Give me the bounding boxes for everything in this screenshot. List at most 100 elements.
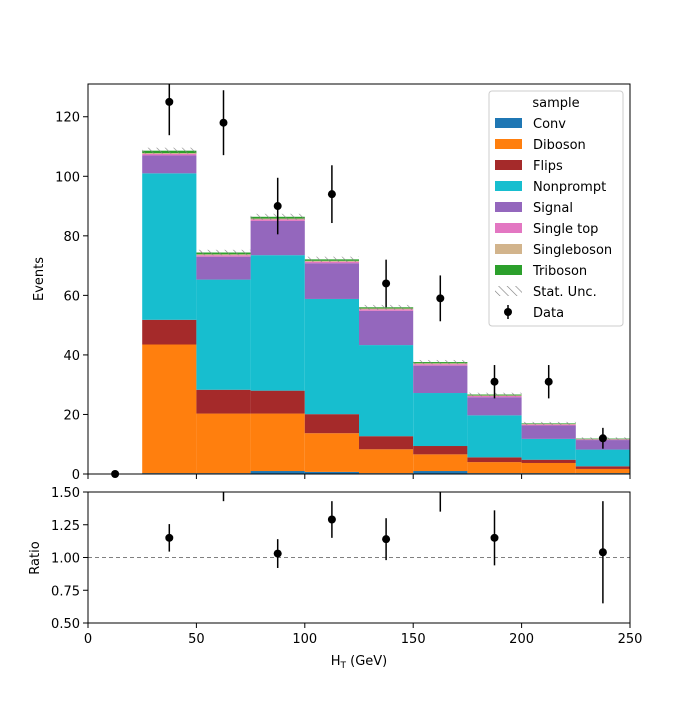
legend-swatch-singleboson bbox=[495, 244, 522, 254]
ratio-y-tick-label-0: 0.50 bbox=[51, 617, 80, 632]
y-tick-label-5: 100 bbox=[55, 170, 80, 185]
bar-single-top-bin-6 bbox=[413, 364, 467, 365]
x-tick-label-1: 50 bbox=[188, 632, 205, 647]
bar-nonprompt-bin-1 bbox=[142, 173, 196, 319]
legend-label-conv: Conv bbox=[533, 117, 566, 132]
data-point-2 bbox=[220, 119, 228, 127]
stat-unc-band-bin-2 bbox=[196, 250, 250, 255]
legend: sampleConvDibosonFlipsNonpromptSignalSin… bbox=[489, 91, 623, 326]
data-point-3 bbox=[274, 202, 282, 210]
x-axis-title: HT (GeV) bbox=[331, 654, 388, 671]
bar-signal-bin-5 bbox=[359, 311, 413, 345]
legend-label-signal: Signal bbox=[533, 201, 573, 216]
x-tick-label-0: 0 bbox=[84, 632, 92, 647]
legend-swatch-stat-unc bbox=[495, 286, 522, 296]
bar-nonprompt-bin-3 bbox=[251, 255, 305, 390]
legend-swatch-flips bbox=[495, 160, 522, 170]
bar-nonprompt-bin-4 bbox=[305, 299, 359, 414]
stat-unc-band-bin-8 bbox=[522, 422, 576, 425]
y-tick-label-4: 80 bbox=[63, 230, 80, 245]
y-tick-label-6: 120 bbox=[55, 111, 80, 126]
data-point-7 bbox=[491, 378, 499, 386]
x-tick-label-3: 150 bbox=[401, 632, 426, 647]
legend-swatch-conv bbox=[495, 118, 522, 128]
x-axis-title-main: H bbox=[331, 654, 341, 669]
data-point-5 bbox=[382, 279, 390, 287]
bar-flips-bin-4 bbox=[305, 414, 359, 433]
y-axis-title: Events bbox=[32, 257, 47, 301]
ratio-y-tick-label-4: 1.50 bbox=[51, 486, 80, 501]
ratio-point-3 bbox=[328, 516, 336, 524]
x-tick-label-5: 250 bbox=[618, 632, 643, 647]
bar-single-top-bin-2 bbox=[196, 255, 250, 256]
ratio-point-1 bbox=[220, 478, 228, 486]
bar-nonprompt-bin-6 bbox=[413, 393, 467, 446]
bar-signal-bin-1 bbox=[142, 155, 196, 173]
bar-flips-bin-3 bbox=[251, 391, 305, 414]
x-tick-label-2: 100 bbox=[292, 632, 317, 647]
bar-signal-bin-7 bbox=[467, 397, 521, 415]
x-axis-title-unit: (GeV) bbox=[346, 654, 387, 669]
bar-diboson-bin-4 bbox=[305, 433, 359, 472]
bar-flips-bin-8 bbox=[522, 460, 576, 463]
ratio-plot-frame bbox=[88, 492, 630, 623]
ratio-y-tick-label-2: 1.00 bbox=[51, 552, 80, 567]
stat-unc-band-bin-6 bbox=[413, 360, 467, 364]
legend-title: sample bbox=[532, 96, 579, 111]
bar-diboson-bin-8 bbox=[522, 463, 576, 473]
legend-data-marker bbox=[504, 308, 512, 316]
legend-label-triboson: Triboson bbox=[532, 264, 587, 279]
legend-swatch-signal bbox=[495, 202, 522, 212]
ratio-point-0 bbox=[165, 534, 173, 542]
ratio-point-4 bbox=[382, 535, 390, 543]
ratio-point-5 bbox=[436, 481, 444, 489]
bar-nonprompt-bin-5 bbox=[359, 345, 413, 436]
legend-label-data: Data bbox=[533, 306, 564, 321]
bar-signal-bin-8 bbox=[522, 425, 576, 438]
ratio-y-axis-title: Ratio bbox=[28, 541, 43, 574]
data-point-9 bbox=[599, 434, 607, 442]
bar-nonprompt-bin-8 bbox=[522, 439, 576, 460]
legend-swatch-nonprompt bbox=[495, 181, 522, 191]
bar-nonprompt-bin-9 bbox=[576, 450, 630, 467]
bar-flips-bin-6 bbox=[413, 446, 467, 454]
stat-unc-band-bin-1 bbox=[142, 148, 196, 154]
bar-flips-bin-1 bbox=[142, 320, 196, 345]
bar-diboson-bin-1 bbox=[142, 344, 196, 473]
legend-label-singleboson: Singleboson bbox=[533, 243, 612, 258]
bar-diboson-bin-5 bbox=[359, 449, 413, 473]
stat-unc-band-bin-4 bbox=[305, 257, 359, 262]
bar-nonprompt-bin-2 bbox=[196, 280, 250, 390]
bar-signal-bin-4 bbox=[305, 263, 359, 299]
bar-flips-bin-5 bbox=[359, 436, 413, 449]
bar-flips-bin-2 bbox=[196, 390, 250, 414]
bar-flips-bin-9 bbox=[576, 466, 630, 469]
bar-flips-bin-7 bbox=[467, 457, 521, 462]
y-tick-label-1: 20 bbox=[63, 408, 80, 423]
legend-swatch-single-top bbox=[495, 223, 522, 233]
bar-nonprompt-bin-7 bbox=[467, 415, 521, 457]
ratio-y-tick-label-1: 0.75 bbox=[51, 584, 80, 599]
bar-single-top-bin-1 bbox=[142, 154, 196, 155]
bar-diboson-bin-6 bbox=[413, 454, 467, 471]
y-tick-label-3: 60 bbox=[63, 289, 80, 304]
legend-label-flips: Flips bbox=[533, 159, 563, 174]
bar-diboson-bin-7 bbox=[467, 462, 521, 473]
ratio-point-7 bbox=[599, 548, 607, 556]
ratio-point-2 bbox=[274, 550, 282, 558]
data-point-6 bbox=[436, 294, 444, 302]
data-point-8 bbox=[545, 378, 553, 386]
x-tick-label-4: 200 bbox=[509, 632, 534, 647]
y-tick-label-0: 0 bbox=[72, 468, 80, 483]
legend-label-stat-unc: Stat. Unc. bbox=[533, 285, 597, 300]
ratio-y-tick-label-3: 1.25 bbox=[51, 519, 80, 534]
y-tick-label-2: 40 bbox=[63, 349, 80, 364]
bar-signal-bin-2 bbox=[196, 257, 250, 280]
legend-swatch-diboson bbox=[495, 139, 522, 149]
legend-label-single-top: Single top bbox=[533, 222, 598, 237]
legend-label-nonprompt: Nonprompt bbox=[533, 180, 606, 195]
bar-diboson-bin-2 bbox=[196, 414, 250, 474]
bar-diboson-bin-3 bbox=[251, 414, 305, 471]
